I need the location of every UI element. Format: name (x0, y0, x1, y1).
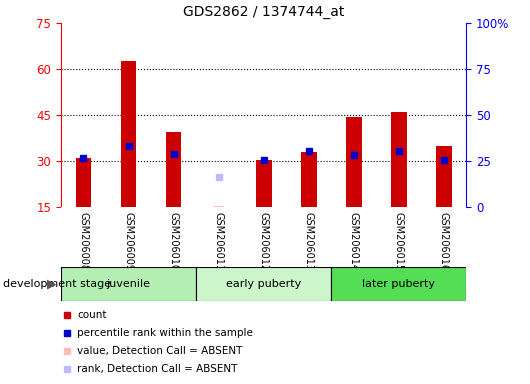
Text: early puberty: early puberty (226, 279, 301, 289)
Bar (214, 206, 223, 207)
Text: GSM206016: GSM206016 (439, 212, 449, 271)
Bar (391, 112, 407, 207)
Title: GDS2862 / 1374744_at: GDS2862 / 1374744_at (183, 5, 344, 19)
Text: GSM206010: GSM206010 (169, 212, 179, 271)
Text: count: count (77, 310, 107, 320)
Bar (76, 158, 91, 207)
Bar (331, 267, 466, 301)
Bar (256, 160, 271, 207)
Bar (121, 61, 136, 207)
Text: GSM206011: GSM206011 (214, 212, 224, 271)
Bar (436, 146, 452, 207)
Bar (166, 132, 181, 207)
Text: value, Detection Call = ABSENT: value, Detection Call = ABSENT (77, 346, 243, 356)
Text: ▶: ▶ (47, 278, 57, 291)
Text: GSM206012: GSM206012 (259, 212, 269, 271)
Bar (61, 267, 196, 301)
Text: later puberty: later puberty (363, 279, 435, 289)
Text: rank, Detection Call = ABSENT: rank, Detection Call = ABSENT (77, 364, 237, 374)
Text: GSM206008: GSM206008 (78, 212, 89, 271)
Bar (196, 267, 331, 301)
Bar (301, 152, 316, 207)
Text: GSM206015: GSM206015 (394, 212, 404, 271)
Text: development stage: development stage (3, 279, 111, 289)
Text: percentile rank within the sample: percentile rank within the sample (77, 328, 253, 338)
Text: GSM206009: GSM206009 (123, 212, 134, 271)
Text: GSM206014: GSM206014 (349, 212, 359, 271)
Text: juvenile: juvenile (107, 279, 151, 289)
Bar (346, 117, 361, 207)
Text: GSM206013: GSM206013 (304, 212, 314, 271)
